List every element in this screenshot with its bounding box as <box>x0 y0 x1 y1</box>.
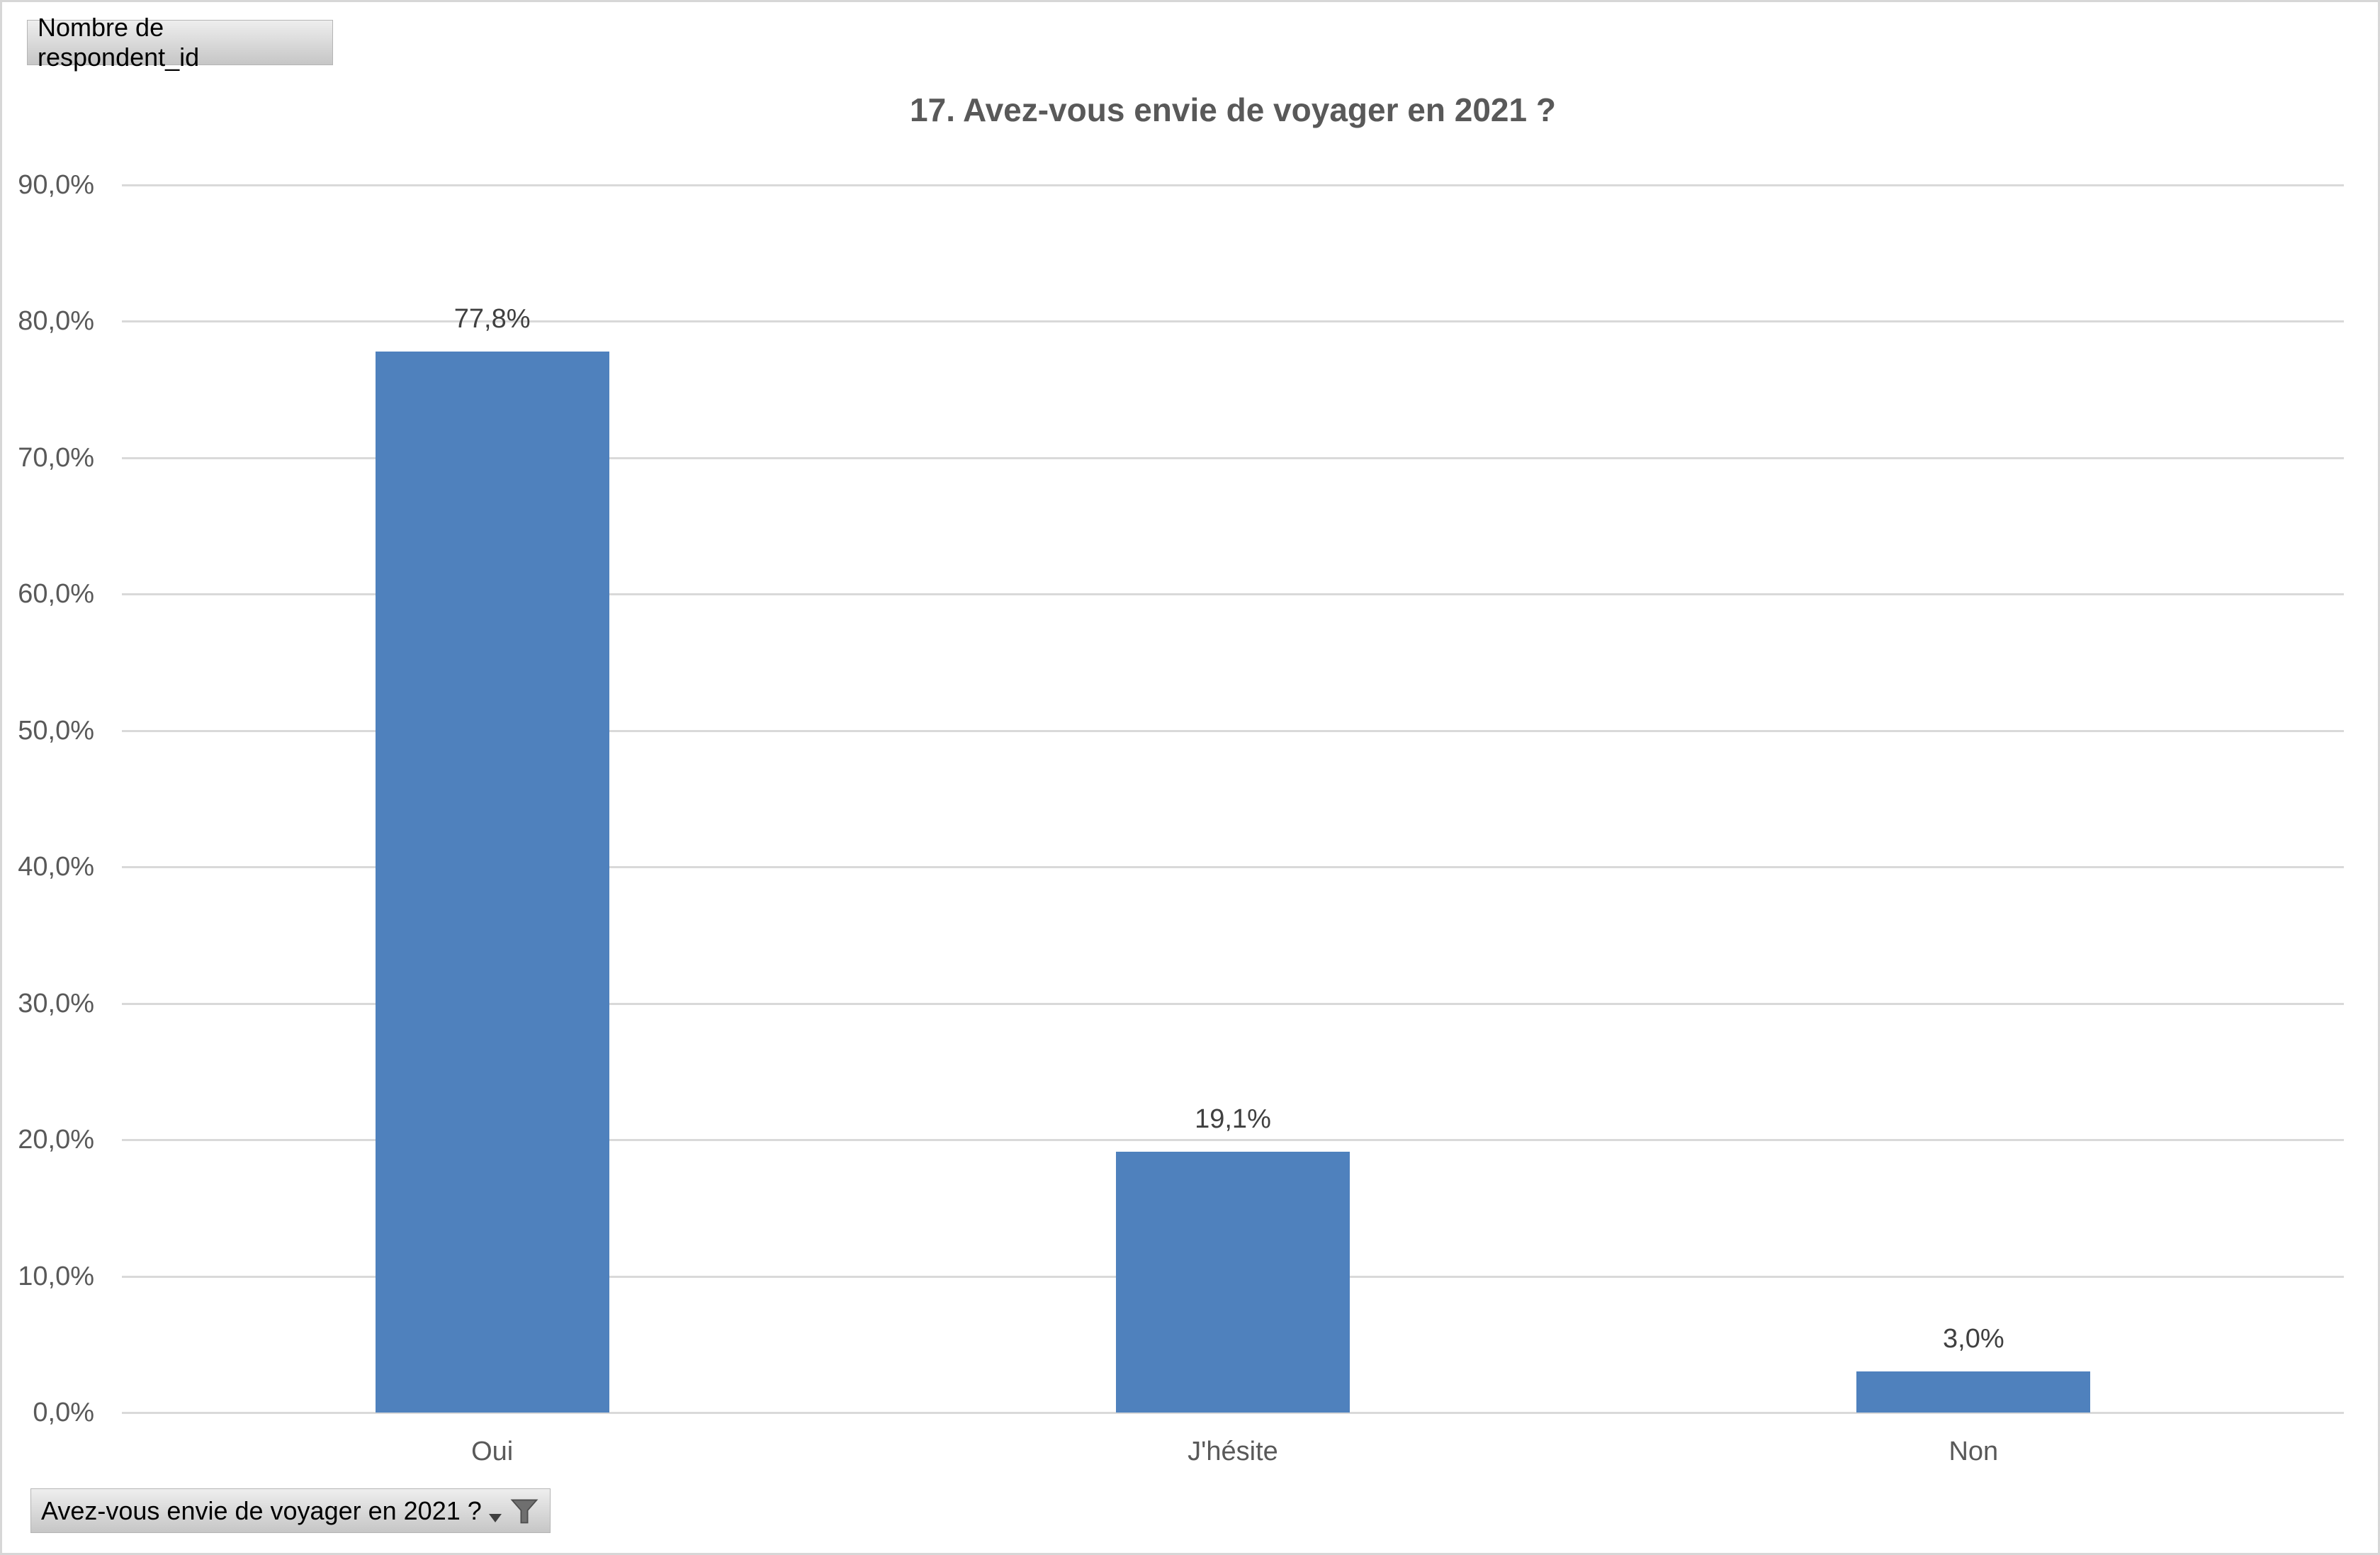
gridline <box>122 866 2344 869</box>
y-axis-tick-label: 0,0% <box>33 1398 94 1427</box>
y-axis-tick-label: 40,0% <box>18 852 94 882</box>
bar-slot: 3,0% <box>1603 185 2344 1413</box>
chart-title: 17. Avez-vous envie de voyager en 2021 ? <box>910 91 1556 128</box>
y-axis-tick-label: 20,0% <box>18 1125 94 1155</box>
pivot-field-button-label: Nombre de respondent_id <box>38 13 200 72</box>
y-axis-tick-labels: 90,0% 80,0% 70,0% 60,0% 50,0% 40,0% 30,0% 20,0%… <box>0 170 94 1427</box>
gridline <box>122 456 2344 459</box>
category-filter-button[interactable]: Avez-vous envie de voyager en 2021 ? <box>30 1488 551 1533</box>
data-label: 77,8% <box>453 303 531 334</box>
y-axis-tick-label: 80,0% <box>18 306 94 337</box>
y-axis-tick-label: 50,0% <box>18 715 94 746</box>
pivot-field-button[interactable]: Nombre de respondent_id <box>27 13 333 72</box>
gridline <box>122 1139 2344 1142</box>
gridline <box>122 320 2344 323</box>
category-label: Oui <box>471 1437 514 1466</box>
x-axis-category-labels: Oui J'hésite Non <box>122 1434 2344 1469</box>
gridline <box>122 1002 2344 1005</box>
bar-oui <box>375 351 609 1413</box>
category-label: J'hésite <box>1188 1437 1278 1466</box>
gridline <box>122 1412 2344 1414</box>
dropdown-arrow-icon <box>489 1513 502 1522</box>
y-axis-tick-label: 60,0% <box>18 579 94 610</box>
data-label: 3,0% <box>1943 1324 2004 1354</box>
y-axis-tick-label: 30,0% <box>18 988 94 1018</box>
y-axis-tick-label: 90,0% <box>18 170 94 200</box>
gridline <box>122 729 2344 732</box>
bar-non <box>1856 1371 2091 1413</box>
gridline <box>122 593 2344 596</box>
category-label: Non <box>1948 1437 1999 1466</box>
bar-slot: 19,1% <box>862 185 1603 1413</box>
bar-j-h-site <box>1115 1152 1350 1413</box>
bar-slot: 77,8% <box>122 185 862 1413</box>
plot-area <box>122 184 2344 1414</box>
bar-series: 77,8% 19,1% 3,0% <box>122 185 2344 1413</box>
y-axis-tick-label: 70,0% <box>18 442 94 473</box>
gridline <box>122 184 2344 186</box>
category-filter-button-label: Avez-vous envie de voyager en 2021 ? <box>41 1495 482 1525</box>
y-axis-tick-label: 10,0% <box>18 1261 94 1291</box>
data-label: 19,1% <box>1195 1104 1271 1135</box>
filter-funnel-icon <box>510 1499 538 1523</box>
